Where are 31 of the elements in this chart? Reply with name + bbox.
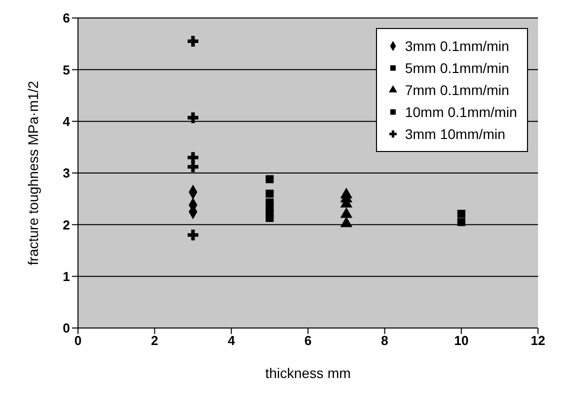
x-tick-label: 12	[530, 333, 546, 348]
y-tick-label: 1	[62, 268, 70, 284]
x-tick-label: 4	[228, 333, 236, 348]
point	[188, 161, 198, 172]
point	[457, 210, 466, 218]
legend-label: 5mm 0.1mm/min	[404, 60, 510, 76]
point	[188, 230, 198, 240]
x-axis-title: thickness mm	[265, 365, 351, 381]
legend-label: 10mm 0.1mm/min	[404, 104, 517, 120]
y-axis-title: fracture toughness MPa·m1/2	[24, 80, 41, 266]
y-tick-label: 5	[62, 62, 70, 78]
point	[457, 218, 466, 226]
point	[188, 112, 198, 124]
y-tick-label: 4	[62, 114, 71, 129]
x-tick-label: 2	[151, 333, 158, 348]
y-tick-label: 0	[62, 320, 70, 336]
point	[188, 152, 198, 163]
x-tick-label: 0	[74, 333, 82, 348]
x-tick-label: 8	[381, 333, 388, 348]
x-tick-label: 6	[304, 333, 312, 348]
x-tick-label: 10	[454, 333, 469, 348]
y-tick-label: 3	[62, 166, 70, 181]
legend-label: 3mm 0.1mm/min	[404, 38, 510, 54]
legend-label: 3mm 10mm/min	[404, 126, 506, 142]
point	[266, 190, 274, 198]
legend-label: 7mm 0.1mm/min	[404, 82, 510, 98]
point	[188, 36, 198, 47]
y-tick-label: 6	[62, 10, 70, 26]
point	[266, 175, 274, 184]
point	[266, 214, 274, 222]
y-tick-label: 2	[62, 217, 70, 232]
